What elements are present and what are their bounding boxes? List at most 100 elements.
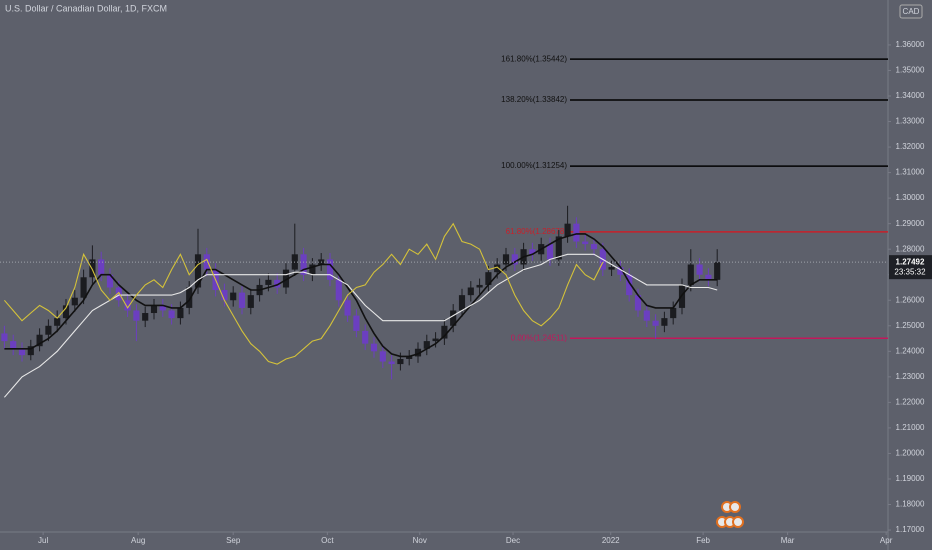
candle-body <box>485 272 492 285</box>
indicator-line <box>3 222 604 365</box>
currency-box[interactable] <box>899 4 923 19</box>
candle-body <box>71 297 78 306</box>
candle-body <box>494 264 501 273</box>
candle-body <box>203 254 210 270</box>
y-tick-label: 1.32000 <box>896 142 925 151</box>
fib-label: 138.20%(1.33842) <box>501 95 567 104</box>
x-tick-label: Apr <box>880 536 893 545</box>
candle-body <box>80 277 87 298</box>
candle-body <box>643 310 650 321</box>
candle-body <box>564 223 571 237</box>
candle-body <box>106 274 114 288</box>
candle-body <box>362 330 369 344</box>
candle-body <box>467 287 474 296</box>
x-tick-label: Jul <box>38 536 48 545</box>
candle-body <box>432 338 439 342</box>
candle-body <box>36 334 43 347</box>
x-tick-label: 2022 <box>602 536 620 545</box>
candle-body <box>555 236 562 260</box>
candle-body <box>590 244 598 250</box>
y-tick-label: 1.36000 <box>896 40 925 49</box>
currency: CAD <box>903 7 920 16</box>
candle-body <box>18 348 26 356</box>
y-tick-label: 1.30000 <box>896 193 925 202</box>
event-icon[interactable] <box>729 501 741 513</box>
candle-body <box>124 300 131 311</box>
x-tick-label: Dec <box>506 536 520 545</box>
y-tick-label: 1.28000 <box>896 244 925 253</box>
candle-body <box>230 292 237 301</box>
fib-label: 0.00%(1.24511) <box>511 333 568 342</box>
candle-body <box>27 346 34 356</box>
candle-body <box>617 267 624 275</box>
candle-body <box>168 310 175 319</box>
candle-body <box>511 254 518 265</box>
candle-body <box>238 292 246 308</box>
candle-body <box>89 259 96 278</box>
candle-body <box>379 351 386 362</box>
candle-body <box>370 343 378 352</box>
candle-body <box>626 274 633 296</box>
candle-body <box>705 274 712 280</box>
y-tick-label: 1.26000 <box>896 295 925 304</box>
chart-title: U.S. Dollar / Canadian Dollar, 1D, FXCM <box>5 3 167 13</box>
indicator-line <box>3 253 718 398</box>
candle-body <box>458 295 466 311</box>
candle-body <box>670 307 677 319</box>
candle-body <box>652 320 659 326</box>
candle-body <box>634 295 642 311</box>
candle-body <box>608 267 615 270</box>
y-tick-label: 1.19000 <box>896 474 925 483</box>
y-tick-label: 1.33000 <box>896 117 925 126</box>
candle-body <box>582 241 589 245</box>
candle-body <box>388 361 395 365</box>
candle-body <box>1 333 8 342</box>
y-tick-label: 1.25000 <box>896 321 925 330</box>
candle-body <box>300 254 307 275</box>
candle-body <box>397 358 404 365</box>
candle-body <box>353 315 360 331</box>
candle-body <box>142 313 149 321</box>
x-tick-label: Nov <box>413 536 427 545</box>
candle-body <box>414 348 422 357</box>
countdown: 23:35:32 <box>894 267 926 276</box>
fib-label: 161.80%(1.35442) <box>501 54 567 63</box>
x-tick-label: Aug <box>131 536 145 545</box>
candle-body <box>247 295 254 308</box>
candle-body <box>54 318 61 326</box>
candle-body <box>326 259 334 280</box>
y-tick-label: 1.31000 <box>896 168 925 177</box>
price-tag-value: 1.27492 <box>896 257 925 266</box>
y-tick-label: 1.21000 <box>896 423 925 432</box>
candle-body <box>450 310 457 326</box>
x-tick-label: Mar <box>781 536 795 545</box>
candle-body <box>687 264 694 285</box>
x-tick-label: Sep <box>226 536 241 545</box>
candle-body <box>10 341 17 349</box>
candle-body <box>696 264 703 275</box>
event-icon[interactable] <box>732 516 744 528</box>
candle-body <box>159 305 166 311</box>
y-tick-label: 1.35000 <box>896 66 925 75</box>
indicator-line <box>4 233 718 358</box>
fib-label: 61.80%(1.28678) <box>506 227 568 236</box>
candle-body <box>62 305 70 319</box>
candle-body <box>335 279 342 301</box>
y-tick-label: 1.23000 <box>896 372 925 381</box>
y-tick-label: 1.18000 <box>896 500 925 509</box>
event-icons[interactable] <box>716 501 744 528</box>
y-tick-label: 1.34000 <box>896 91 925 100</box>
candle-body <box>177 307 184 319</box>
candle-body <box>529 249 536 255</box>
candle-body <box>441 325 448 339</box>
candle-body <box>546 244 554 260</box>
candle-body <box>344 300 351 316</box>
y-tick-label: 1.17000 <box>896 525 925 534</box>
y-tick-label: 1.29000 <box>896 219 925 228</box>
candle-body <box>45 325 52 335</box>
candle-body <box>186 287 193 308</box>
candle-body <box>265 279 272 285</box>
candle-body <box>133 310 140 321</box>
candle-body <box>194 254 202 288</box>
